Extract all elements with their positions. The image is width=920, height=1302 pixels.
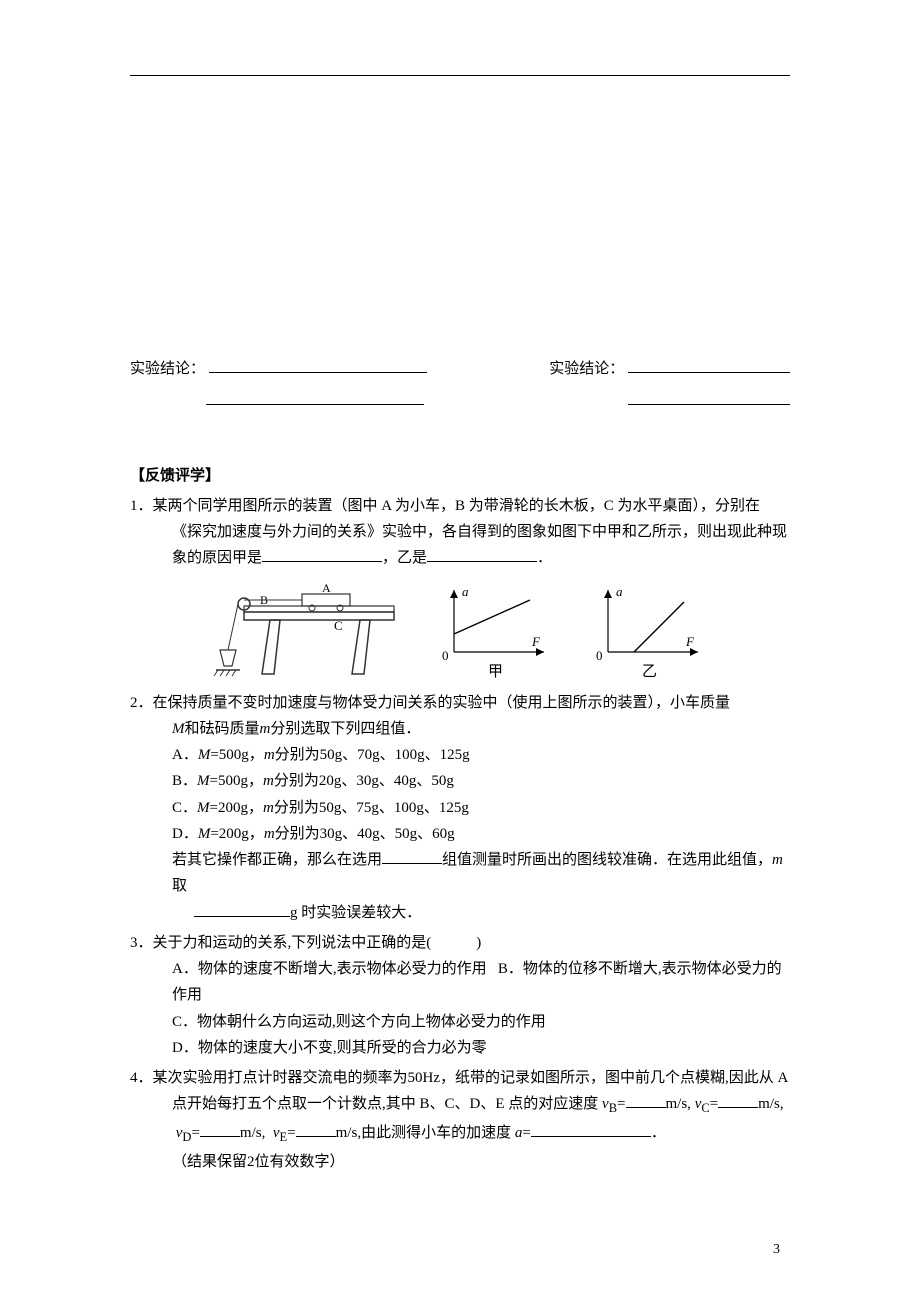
conclusion-row-1: 实验结论： 实验结论： [130, 356, 790, 382]
graph-jia: a F 0 甲 [434, 580, 564, 680]
graph-jia-y: a [462, 584, 469, 599]
q1-mid: ，乙是 [382, 550, 427, 566]
q4-vE: v [273, 1125, 280, 1141]
graph-jia-caption: 甲 [488, 664, 503, 680]
q2-optC-Mval: =200g， [210, 800, 263, 816]
q3-num: 3． [130, 935, 153, 951]
apparatus-label-c: C [334, 618, 343, 633]
conclusion-blank-right-1 [628, 358, 790, 373]
q2-optB-m: m [263, 773, 274, 789]
q2-optA-m: m [264, 747, 275, 763]
conclusion-label-right: 实验结论： [549, 361, 624, 377]
q1-figure-row: C B A [130, 580, 790, 680]
q1-end: ． [537, 550, 552, 566]
q2-m: m [260, 721, 271, 737]
q2-optA-tail: 分别为50g、70g、100g、125g [275, 747, 470, 763]
q2-optC-M: M [197, 800, 210, 816]
question-2: 2．在保持质量不变时加速度与物体受力间关系的实验中（使用上图所示的装置），小车质… [130, 690, 790, 926]
q2-optB-M: M [197, 773, 210, 789]
conclusion-blank-left-2 [206, 390, 424, 405]
q4-vB: v [602, 1096, 609, 1112]
q3-stem: 关于力和运动的关系,下列说法中正确的是( ) [153, 935, 482, 951]
q4-note: （结果保留2位有效数字） [130, 1149, 790, 1175]
q4-blank-ve [296, 1122, 336, 1137]
q4-vB-sub: B [609, 1101, 617, 1115]
q3-C: C．物体朝什么方向运动,则这个方向上物体必受力的作用 [130, 1009, 790, 1035]
q4-period: ． [651, 1125, 666, 1141]
conclusion-blank-left-1 [209, 358, 427, 373]
q4-mid: 由此测得小车的加速度 [361, 1125, 515, 1141]
q2-optA-key: A． [172, 747, 198, 763]
q2-optB-Mval: =500g， [210, 773, 263, 789]
q4-blank-vb [626, 1093, 666, 1108]
q3-D: D．物体的速度大小不变,则其所受的合力必为零 [130, 1035, 790, 1061]
graph-yi-y: a [616, 584, 623, 599]
q4-eq1: = [617, 1096, 625, 1112]
q2-optC-tail: 分别为50g、75g、100g、125g [274, 800, 469, 816]
q4-unit4: m/s, [336, 1125, 361, 1141]
q2-intro: 在保持质量不变时加速度与物体受力间关系的实验中（使用上图所示的装置），小车质量 [153, 695, 731, 711]
q4-unit2: m/s, [758, 1096, 783, 1112]
q2-tail1: 若其它操作都正确，那么在选用 [172, 852, 382, 868]
q2-tail3: g 时实验误差较大． [290, 905, 421, 921]
conclusion-blank-right-2 [628, 390, 790, 405]
question-4: 4．某次实验用打点计时器交流电的频率为50Hz，纸带的记录如图所示，图中前几个点… [130, 1065, 790, 1175]
q1-blank-1 [262, 547, 382, 562]
q2-optA-M: M [198, 747, 211, 763]
q4-eq4: = [287, 1125, 295, 1141]
graph-jia-x: F [531, 634, 541, 649]
q1-blank-2 [427, 547, 537, 562]
apparatus-label-a: A [322, 581, 331, 595]
q4-unit1: m/s, [666, 1096, 691, 1112]
q4-num: 4． [130, 1070, 153, 1086]
q3-A: A．物体的速度不断增大,表示物体必受力的作用 [172, 961, 487, 977]
q2-tail2: 组值测量时所画出的图线较准确．在选用此组值， [442, 852, 772, 868]
q2-tail2-end: 取 [172, 878, 187, 894]
section-title: 【反馈评学】 [130, 463, 790, 489]
question-3: 3．关于力和运动的关系,下列说法中正确的是( ) A．物体的速度不断增大,表示物… [130, 930, 790, 1061]
q2-optA-Mval: =500g， [210, 747, 263, 763]
graph-yi-caption: 乙 [642, 664, 657, 680]
q2-optC-key: C． [172, 800, 197, 816]
q2-optD-m: m [264, 826, 275, 842]
top-horizontal-rule [130, 75, 790, 76]
q2-tail2-m: m [772, 852, 783, 868]
q2-optD-M: M [198, 826, 211, 842]
q2-optD-Mval: =200g， [210, 826, 263, 842]
graph-yi: a F 0 乙 [588, 580, 718, 680]
q2-num: 2． [130, 695, 153, 711]
q4-text: 某次实验用打点计时器交流电的频率为50Hz，纸带的记录如图所示，图中前几个点模糊… [153, 1070, 788, 1112]
graph-yi-x: F [685, 634, 695, 649]
q1-num: 1． [130, 498, 153, 514]
q2-M: M [172, 721, 185, 737]
apparatus-diagram: C B A [210, 580, 410, 680]
q2-optD-tail: 分别为30g、40g、50g、60g [275, 826, 455, 842]
q2-optD-key: D． [172, 826, 198, 842]
q2-optC-m: m [263, 800, 274, 816]
q4-blank-a [531, 1122, 651, 1137]
q2-intro2: 和砝码质量 [185, 721, 260, 737]
graph-yi-origin: 0 [596, 648, 603, 663]
page-number: 3 [773, 1238, 780, 1263]
q4-unit3: m/s, [240, 1125, 265, 1141]
q2-blank-2 [194, 902, 290, 917]
question-1: 1．某两个同学用图所示的装置（图中 A 为小车，B 为带滑轮的长木板，C 为水平… [130, 493, 790, 680]
q2-intro2-tail: 分别选取下列四组值． [270, 721, 420, 737]
q4-eq3: = [191, 1125, 199, 1141]
q4-blank-vc [718, 1093, 758, 1108]
q2-blank-1 [382, 849, 442, 864]
q4-blank-vd [200, 1122, 240, 1137]
q4-vC-sub: C [701, 1101, 709, 1115]
conclusion-row-2 [130, 388, 790, 414]
q4-a-eq: = [522, 1125, 530, 1141]
q4-eq2: = [710, 1096, 718, 1112]
conclusion-label-left: 实验结论： [130, 361, 205, 377]
q2-optB-key: B． [172, 773, 197, 789]
graph-jia-origin: 0 [442, 648, 449, 663]
q2-optB-tail: 分别为20g、30g、40g、50g [274, 773, 454, 789]
